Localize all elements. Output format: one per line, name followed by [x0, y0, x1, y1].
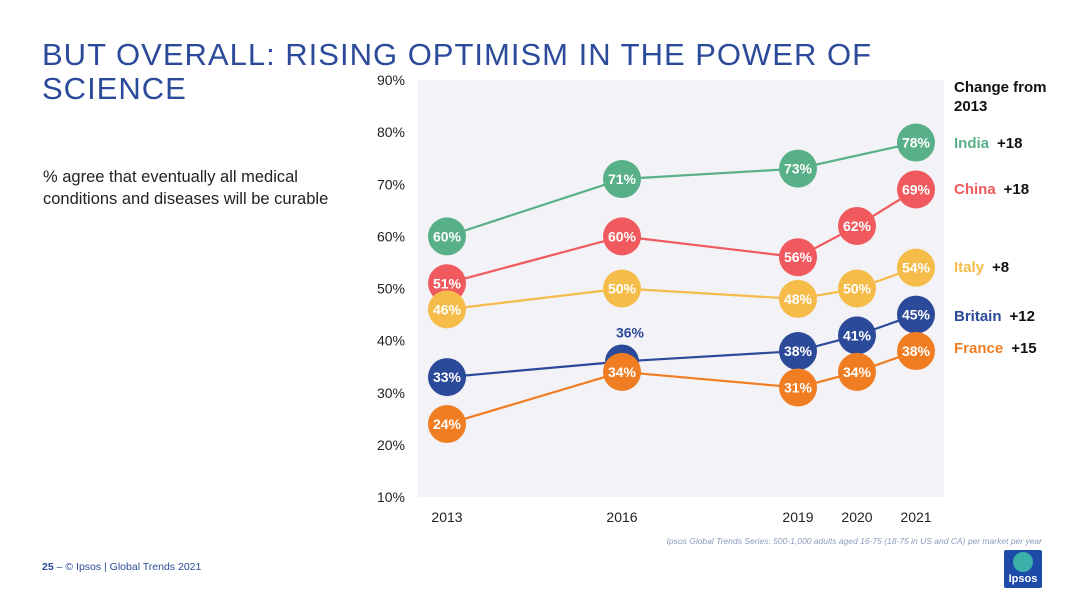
- page-title: BUT OVERALL: RISING OPTIMISM IN THE POWE…: [42, 37, 873, 106]
- data-label: 78%: [902, 135, 931, 151]
- data-label: 38%: [784, 343, 813, 359]
- data-point: [897, 295, 935, 334]
- legend-label: Britain: [954, 308, 1002, 325]
- data-point: [838, 352, 876, 391]
- data-label: 36%: [616, 324, 645, 340]
- data-point: [428, 290, 466, 329]
- y-tick-label: 40%: [377, 333, 405, 349]
- footer-dash: –: [56, 561, 63, 573]
- legend-item-india: India +18: [954, 135, 1022, 152]
- series-line-india: [446, 141, 917, 238]
- data-label: 24%: [433, 416, 462, 432]
- data-point: [428, 217, 466, 256]
- data-label: 48%: [784, 291, 813, 307]
- legend-change: +12: [1009, 308, 1035, 325]
- data-label: 34%: [608, 364, 637, 380]
- y-tick-label: 90%: [377, 72, 405, 88]
- data-label: 46%: [433, 301, 462, 317]
- footer-text: © Ipsos | Global Trends 2021: [65, 561, 202, 573]
- data-point: [779, 279, 817, 318]
- data-point: [779, 332, 817, 371]
- y-tick-label: 20%: [377, 437, 405, 453]
- footer: 25 – © Ipsos | Global Trends 2021: [42, 561, 201, 573]
- legend-change: +15: [1011, 340, 1037, 357]
- source-note: Ipsos Global Trends Series: 500-1,000 ad…: [666, 536, 1042, 546]
- y-tick-label: 80%: [377, 124, 405, 140]
- data-point: [428, 264, 466, 303]
- data-label: 60%: [433, 228, 462, 244]
- data-label: 41%: [843, 327, 872, 343]
- data-point: [897, 248, 935, 287]
- legend-item-france: France +15: [954, 340, 1037, 357]
- ipsos-logo: Ipsos: [1004, 550, 1042, 588]
- change-header: Change from 2013: [954, 79, 1047, 115]
- x-tick-label: 2021: [900, 509, 931, 525]
- data-label: 56%: [784, 249, 813, 265]
- page-number: 25: [42, 561, 54, 573]
- data-point: [428, 358, 466, 397]
- data-point: [838, 269, 876, 308]
- legend-label: Italy: [954, 259, 985, 276]
- data-label: 73%: [784, 161, 813, 177]
- chart-subtitle: % agree that eventually all medical cond…: [43, 168, 329, 208]
- y-tick-label: 70%: [377, 176, 405, 192]
- legend-change: +18: [1003, 181, 1030, 198]
- legend-label: France: [954, 340, 1004, 357]
- legend-change: +8: [992, 259, 1010, 276]
- data-label: 60%: [608, 228, 637, 244]
- data-label: 33%: [433, 369, 462, 385]
- y-tick-label: 50%: [377, 281, 405, 297]
- x-tick-label: 2019: [782, 509, 813, 525]
- data-point: [779, 238, 817, 277]
- legend-item-china: China +18: [954, 181, 1029, 198]
- data-label: 38%: [902, 343, 931, 359]
- data-label: 54%: [902, 260, 931, 276]
- legend-item-italy: Italy +8: [954, 259, 1009, 276]
- legend-label: India: [954, 135, 990, 152]
- data-point: [428, 405, 466, 444]
- data-point: [838, 316, 876, 355]
- data-point: [897, 332, 935, 371]
- data-point: [838, 206, 876, 245]
- data-point: [779, 368, 817, 407]
- data-label: 31%: [784, 380, 813, 396]
- data-label: 50%: [843, 281, 872, 297]
- data-label: 51%: [433, 275, 462, 291]
- data-label: 45%: [902, 307, 931, 323]
- legend-change: +18: [997, 135, 1023, 152]
- y-tick-label: 10%: [377, 489, 405, 505]
- data-point: [603, 217, 641, 256]
- data-point: [603, 269, 641, 308]
- data-label: 62%: [843, 218, 872, 234]
- data-point: [779, 149, 817, 188]
- x-tick-label: 2016: [606, 509, 637, 525]
- data-label: 71%: [608, 171, 637, 187]
- data-label: 50%: [608, 281, 637, 297]
- logo-text: Ipsos: [1008, 573, 1038, 585]
- x-tick-label: 2013: [431, 509, 462, 525]
- legend-item-britain: Britain +12: [954, 308, 1035, 325]
- x-tick-label: 2020: [841, 509, 872, 525]
- data-point: [897, 170, 935, 209]
- data-label: 34%: [843, 364, 872, 380]
- logo-circle-icon: [1013, 552, 1033, 572]
- data-point: [897, 123, 935, 162]
- data-point: [603, 160, 641, 199]
- legend-label: China: [954, 181, 996, 198]
- y-tick-label: 30%: [377, 385, 405, 401]
- y-tick-label: 60%: [377, 228, 405, 244]
- data-point: [603, 352, 641, 391]
- data-label: 69%: [902, 181, 931, 197]
